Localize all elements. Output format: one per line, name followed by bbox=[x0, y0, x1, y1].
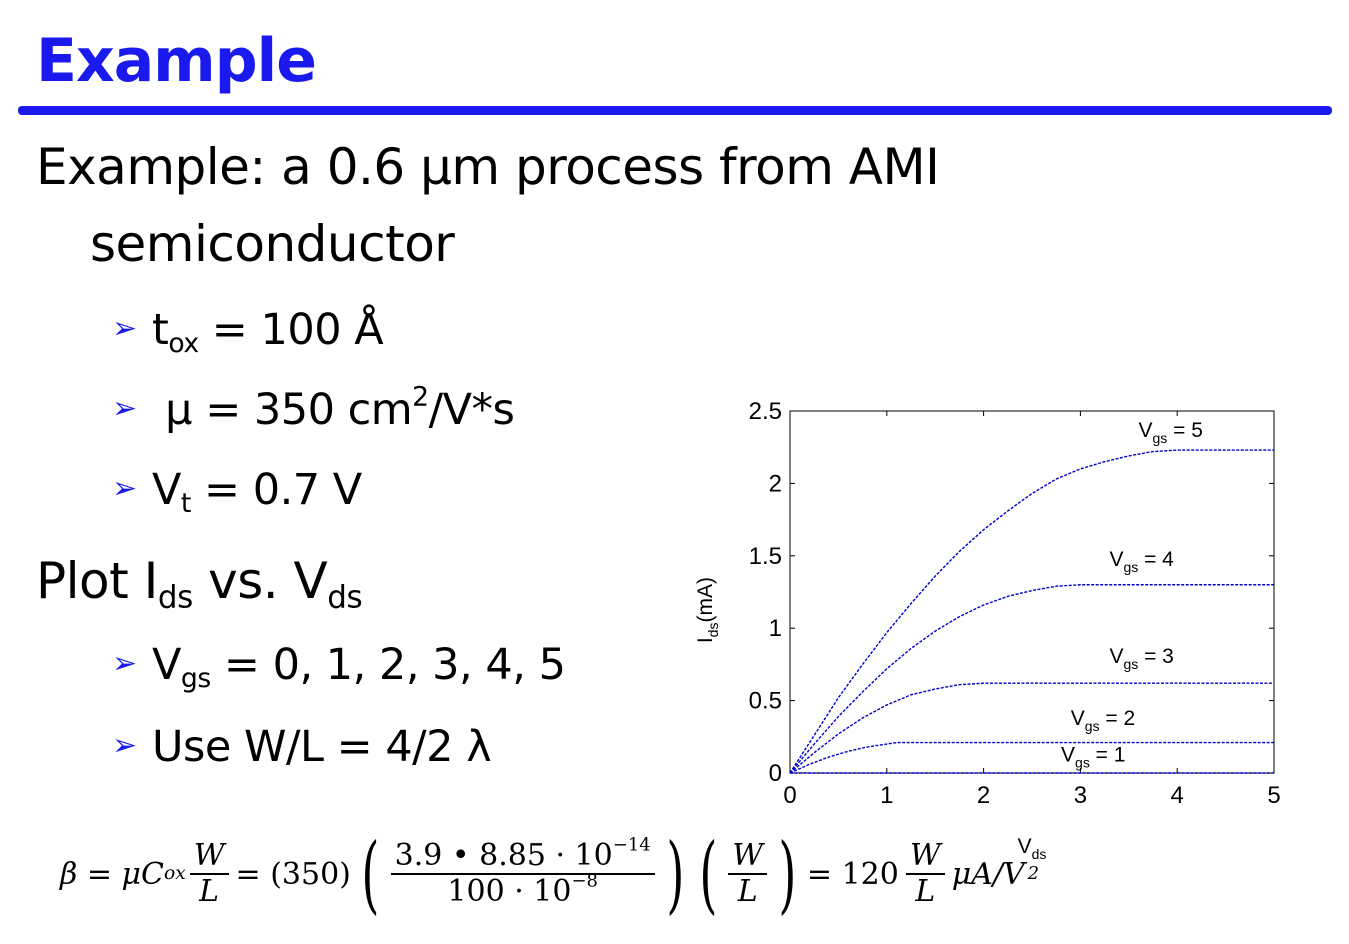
x-axis-label: Vds bbox=[1018, 835, 1047, 862]
bullet-mobility: ➢ μ = 350 cm2/V*s bbox=[112, 381, 515, 435]
series-label: Vgs = 5 bbox=[1138, 419, 1202, 446]
intro-line-1: Example: a 0.6 μm process from AMI bbox=[36, 138, 940, 196]
x-tick-label: 2 bbox=[977, 782, 990, 809]
arrow-bullet-icon: ➢ bbox=[112, 646, 137, 681]
slide-title: Example bbox=[36, 26, 317, 96]
intro-line-2: semiconductor bbox=[90, 215, 455, 273]
arrow-bullet-icon: ➢ bbox=[112, 728, 137, 763]
bullet-vgs: ➢ Vgs = 0, 1, 2, 3, 4, 5 bbox=[112, 640, 566, 694]
y-tick-label: 1.5 bbox=[749, 543, 782, 570]
series-line bbox=[789, 584, 1274, 774]
title-underline bbox=[18, 106, 1332, 115]
series-label: Vgs = 1 bbox=[1061, 743, 1125, 770]
plot-instruction: Plot Ids vs. Vds bbox=[36, 552, 363, 616]
y-tick-label: 2 bbox=[769, 470, 782, 497]
series-line bbox=[789, 449, 1274, 774]
plot-frame bbox=[789, 410, 1275, 774]
arrow-bullet-icon: ➢ bbox=[112, 311, 137, 346]
y-tick-label: 2.5 bbox=[749, 398, 782, 425]
x-tick-label: 3 bbox=[1074, 782, 1087, 809]
y-tick-label: 1 bbox=[769, 615, 782, 642]
y-tick-label: 0 bbox=[769, 760, 782, 787]
series-line bbox=[789, 682, 1274, 774]
x-tick-label: 4 bbox=[1171, 782, 1184, 809]
bullet-vt: ➢ Vt = 0.7 V bbox=[112, 465, 362, 519]
ids-vds-chart: 0 1 2 3 4 5 0 0.5 1 1.5 2 2.5 Vgs = 1 Vgs = 2 Vgs = 3 V… bbox=[694, 398, 1281, 862]
series-label: Vgs = 2 bbox=[1071, 707, 1135, 734]
x-tick-label: 1 bbox=[880, 782, 893, 809]
arrow-bullet-icon: ➢ bbox=[112, 391, 137, 426]
x-tick-label: 5 bbox=[1267, 782, 1280, 809]
y-axis-label: Ids(mA) bbox=[694, 577, 721, 643]
y-tick-label: 0.5 bbox=[749, 688, 782, 715]
bullet-wl: ➢ Use W/L = 4/2 λ bbox=[112, 722, 492, 772]
x-tick-label: 0 bbox=[783, 782, 796, 809]
series-label: Vgs = 3 bbox=[1109, 645, 1173, 672]
series-label: Vgs = 4 bbox=[1109, 548, 1174, 575]
bullet-tox: ➢ tox = 100 Å bbox=[112, 305, 384, 359]
arrow-bullet-icon: ➢ bbox=[112, 471, 137, 506]
series-line bbox=[789, 741, 1274, 774]
